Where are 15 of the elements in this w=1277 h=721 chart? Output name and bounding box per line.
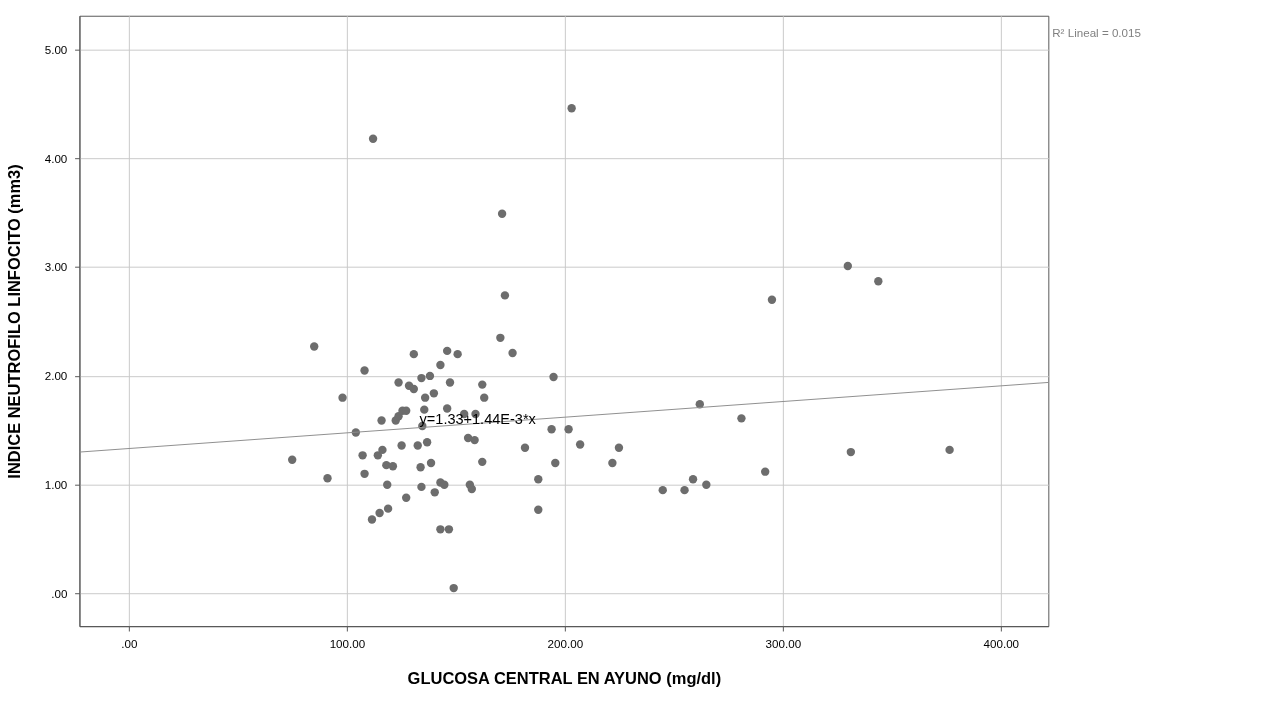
x-tick-label: 400.00 (983, 636, 1020, 650)
y-tick-label: 3.00 (44, 260, 68, 274)
y-tick-label: 1.00 (44, 478, 68, 492)
y-axis-title: INDICE NEUTROFILO LINFOCITO (mm3) (4, 164, 23, 479)
annotation: y=1.33+1.44E-3*x (419, 411, 537, 428)
x-tick-label: .00 (121, 636, 138, 650)
x-tick-label: 300.00 (765, 636, 802, 650)
y-tick-label: 5.00 (44, 42, 68, 56)
x-tick-label: 200.00 (547, 636, 584, 650)
y-tick-label: 4.00 (44, 151, 68, 165)
y-tick-label: .00 (51, 586, 68, 600)
x-axis-title: GLUCOSA CENTRAL EN AYUNO (mg/dl) (407, 668, 722, 687)
y-tick-label: 2.00 (44, 369, 68, 383)
text: R² Lineal = 0.015 (1052, 26, 1141, 40)
x-tick-label: 100.00 (329, 636, 366, 650)
